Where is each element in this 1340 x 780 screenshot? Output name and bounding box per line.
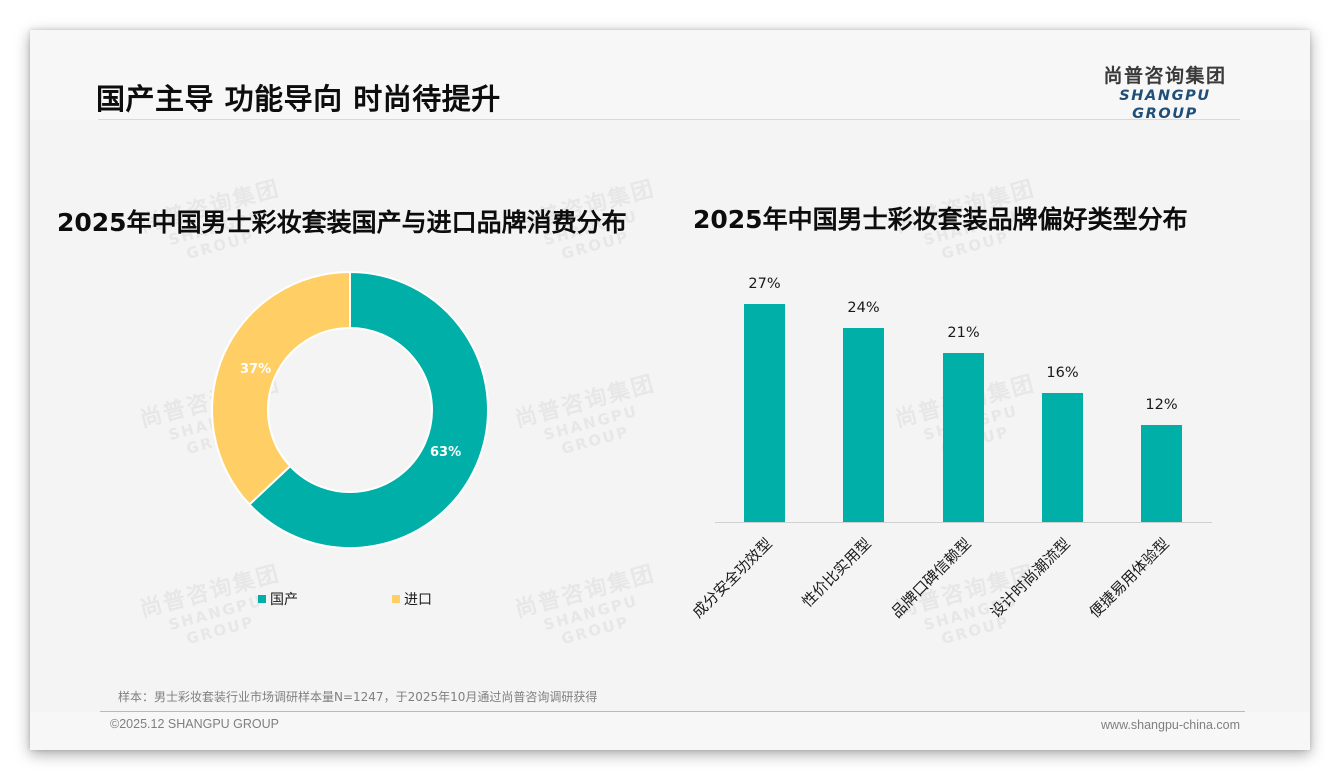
legend-swatch-teal <box>258 595 266 603</box>
legend-label: 国产 <box>270 592 298 608</box>
donut-segment-domestic <box>247 270 489 549</box>
bar-value-label: 27% <box>748 276 781 293</box>
legend-swatch-yellow <box>392 595 400 603</box>
donut-chart-title: 2025年中国男士彩妆套装国产与进口品牌消费分布 <box>57 208 627 237</box>
legend-label: 进口 <box>404 592 432 608</box>
sample-footnote: 样本：男士彩妆套装行业市场调研样本量N=1247，于2025年10月通过尚普咨询… <box>118 690 598 704</box>
bar <box>1042 392 1083 522</box>
company-logo: 尚普咨询集团 SHANGPU GROUP <box>1085 65 1245 123</box>
bar <box>843 328 884 522</box>
website-link[interactable]: www.shangpu-china.com <box>1101 718 1240 732</box>
footer-divider <box>100 711 1245 712</box>
bar-chart-title: 2025年中国男士彩妆套装品牌偏好类型分布 <box>693 205 1188 234</box>
bar-chart-baseline <box>715 522 1212 523</box>
bar-value-label: 12% <box>1145 397 1178 414</box>
slide: 尚普咨询集团 SHANGPU GROUP 尚普咨询集团 SHANGPU GROUP 尚普… <box>30 30 1310 750</box>
donut-label-domestic: 63% <box>430 445 462 460</box>
donut-label-imported: 37% <box>240 362 272 377</box>
bar-category-label: 便捷易用体验型 <box>1085 534 1173 622</box>
bar-value-label: 16% <box>1046 364 1079 381</box>
bar-value-label: 21% <box>947 324 980 341</box>
bar-category-label: 设计时尚潮流型 <box>986 534 1074 622</box>
donut-chart: 63% 37% <box>210 270 490 550</box>
donut-segment-imported <box>211 270 351 506</box>
bar <box>744 304 785 522</box>
copyright-text: ©2025.12 SHANGPU GROUP <box>110 717 279 731</box>
bar-category-label: 品牌口碑信赖型 <box>887 534 975 622</box>
bar-category-label: 性价比实用型 <box>797 534 875 611</box>
bar <box>943 352 984 522</box>
page-title: 国产主导 功能导向 时尚待提升 <box>96 82 501 116</box>
logo-english-text: SHANGPU GROUP <box>1119 88 1211 122</box>
footer-band <box>30 712 1310 750</box>
bar-category-label: 成分安全功效型 <box>688 534 776 622</box>
logo-chinese-text: 尚普咨询集团 <box>1103 65 1227 87</box>
legend-item-domestic: 国产 <box>258 589 298 609</box>
donut-chart-svg <box>211 270 489 549</box>
bar <box>1141 425 1182 522</box>
header-divider <box>98 119 1240 120</box>
legend-item-imported: 进口 <box>392 589 432 609</box>
bar-value-label: 24% <box>847 300 880 317</box>
header-band <box>30 30 1310 120</box>
